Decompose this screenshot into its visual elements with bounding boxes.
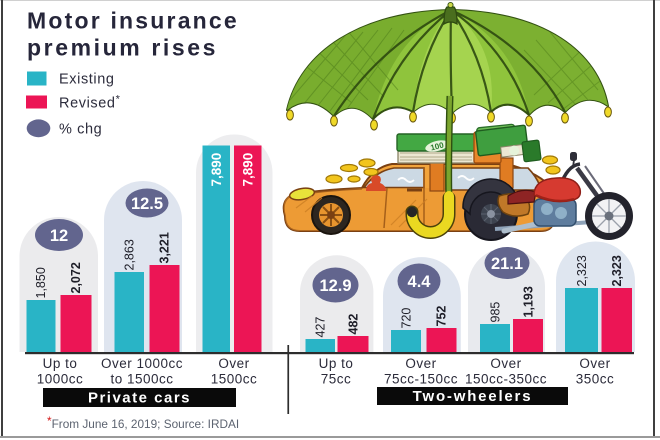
svg-text:12.9: 12.9 xyxy=(319,277,351,295)
svg-text:12.5: 12.5 xyxy=(131,195,163,213)
svg-text:3,221: 3,221 xyxy=(158,232,172,263)
svg-text:75cc-150cc: 75cc-150cc xyxy=(384,372,458,387)
svg-text:Revised*: Revised* xyxy=(59,94,121,112)
svg-text:100: 100 xyxy=(430,140,446,152)
svg-text:2,323: 2,323 xyxy=(610,255,624,286)
svg-text:350cc: 350cc xyxy=(576,372,615,387)
svg-text:Existing: Existing xyxy=(59,72,115,88)
svg-text:7,890: 7,890 xyxy=(209,153,224,187)
svg-text:720: 720 xyxy=(400,308,414,329)
svg-text:2,863: 2,863 xyxy=(123,239,137,270)
svg-text:to 1500cc: to 1500cc xyxy=(110,372,173,387)
svg-text:*From June 16, 2019; Source: I: *From June 16, 2019; Source: IRDAI xyxy=(47,414,239,431)
svg-text:Up to: Up to xyxy=(43,356,78,371)
svg-text:Over: Over xyxy=(490,356,521,371)
svg-text:1500cc: 1500cc xyxy=(211,372,258,387)
svg-text:75cc: 75cc xyxy=(321,372,352,387)
svg-text:2,323: 2,323 xyxy=(575,255,589,286)
svg-text:1000cc: 1000cc xyxy=(37,372,84,387)
svg-text:12: 12 xyxy=(50,227,68,245)
svg-text:4.4: 4.4 xyxy=(408,273,432,291)
svg-text:Over: Over xyxy=(218,356,249,371)
svg-text:985: 985 xyxy=(489,302,503,323)
svg-text:Private cars: Private cars xyxy=(88,390,191,407)
svg-text:427: 427 xyxy=(314,317,328,338)
svg-text:Over: Over xyxy=(405,356,436,371)
svg-text:1,850: 1,850 xyxy=(34,267,48,298)
svg-text:Over 1000cc: Over 1000cc xyxy=(101,356,183,371)
svg-text:21.1: 21.1 xyxy=(491,255,523,273)
svg-text:% chg: % chg xyxy=(59,122,102,138)
svg-text:2,072: 2,072 xyxy=(69,262,83,293)
svg-text:150cc-350cc: 150cc-350cc xyxy=(465,372,547,387)
svg-text:752: 752 xyxy=(435,306,449,327)
svg-text:Up to: Up to xyxy=(319,356,354,371)
svg-text:7,890: 7,890 xyxy=(241,153,256,187)
svg-text:482: 482 xyxy=(347,314,361,335)
svg-text:Two-wheelers: Two-wheelers xyxy=(413,388,533,405)
svg-text:premium rises: premium rises xyxy=(27,35,218,61)
svg-text:Motor insurance: Motor insurance xyxy=(27,8,239,34)
svg-text:Over: Over xyxy=(579,356,610,371)
svg-text:1,193: 1,193 xyxy=(522,286,536,317)
